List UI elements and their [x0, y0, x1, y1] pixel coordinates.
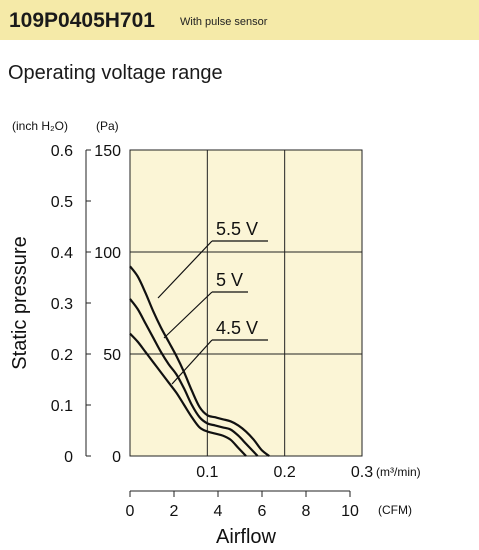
x-unit: (m³/min) [376, 465, 421, 479]
x-axis-label: Airflow [216, 526, 277, 548]
y-tick-label-pa: 100 [94, 245, 121, 262]
x-tick-label: 0.3 [351, 464, 373, 481]
curve-5v [129, 298, 259, 457]
plot-area [129, 149, 363, 457]
curve-5-5v [129, 265, 270, 457]
y-tick-label-pa: 150 [94, 143, 121, 160]
x-tick-label-cfm: 4 [214, 503, 223, 520]
model-number: 109P0405H701 [9, 9, 155, 32]
y-tick-label-inch: 0.5 [51, 194, 73, 211]
y-tick-label-inch: 0.1 [51, 398, 73, 415]
curve-4-5v [129, 332, 247, 457]
y-tick-label-inch: 0.3 [51, 296, 73, 313]
x-tick-label: 0.1 [196, 464, 218, 481]
y-axes: 0 0.1 0.2 0.3 0.4 0.5 0.6 0 50 100 150 (inch H₂O) (P… [9, 119, 121, 466]
y-unit-inch: (inch H₂O) [12, 119, 68, 133]
section-title: Operating voltage range [8, 62, 223, 84]
y-tick-label-inch: 0.4 [51, 245, 73, 262]
series-label-4-5v: 4.5 V [216, 318, 258, 338]
grid-lines [130, 150, 362, 456]
curves [129, 265, 270, 457]
y-tick-label-pa: 50 [103, 347, 121, 364]
series-label-5v: 5 V [216, 270, 243, 290]
y-axis-label: Static pressure [9, 236, 31, 369]
labels: 5.5 V 5 V 4.5 V [157, 219, 268, 385]
series-label-5-5v: 5.5 V [216, 219, 258, 239]
series-leader-line [157, 240, 213, 299]
x-tick-label-cfm: 8 [302, 503, 311, 520]
y-tick-label-inch: 0.2 [51, 347, 73, 364]
model-header-bar [0, 0, 479, 40]
x-tick-label-cfm: 2 [170, 503, 179, 520]
y-unit-pa: (Pa) [96, 119, 119, 133]
x-unit-cfm: (CFM) [378, 503, 412, 517]
y-tick-label-inch: 0.6 [51, 143, 73, 160]
y-tick-label-inch: 0 [64, 449, 73, 466]
x-tick-label-cfm: 6 [258, 503, 267, 520]
y-tick-label-pa: 0 [112, 449, 121, 466]
series-leader-line [171, 339, 213, 385]
x-tick-label-cfm: 0 [126, 503, 135, 520]
x-tick-label: 0.2 [274, 464, 296, 481]
x-tick-label-cfm: 10 [341, 503, 359, 520]
x-axes: 0.1 0.2 0.3 (m³/min) 0 2 4 6 8 10 (CFM) Airflow [126, 464, 421, 548]
model-note: With pulse sensor [180, 16, 268, 28]
series-leader-line [163, 291, 213, 339]
